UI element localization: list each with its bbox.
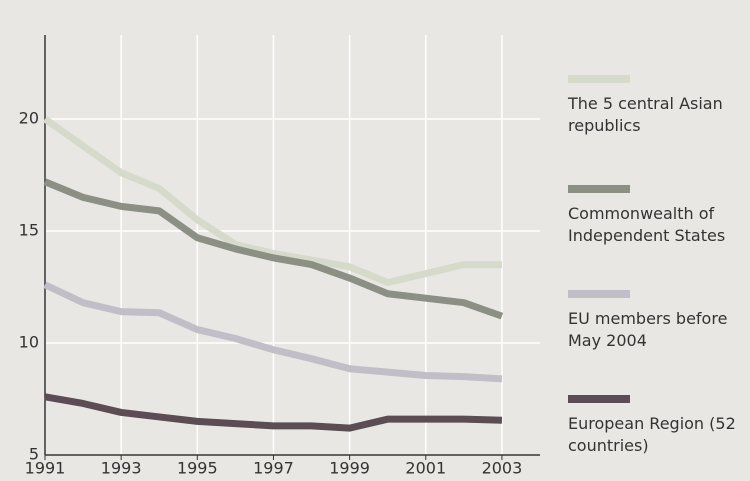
- legend-item: The 5 central Asian republics: [568, 75, 748, 137]
- series-line: [42, 116, 502, 287]
- legend-swatch: [568, 185, 630, 193]
- legend-item: Commonwealth of Independent States: [568, 185, 748, 247]
- x-tick-label: 1991: [25, 459, 66, 478]
- legend-label: Commonwealth of Independent States: [568, 204, 726, 245]
- x-tick-label: 2003: [482, 459, 523, 478]
- x-tick-label: 1999: [329, 459, 370, 478]
- series-line: [44, 393, 503, 432]
- series-line: [43, 281, 503, 383]
- x-tick-label: 1995: [177, 459, 218, 478]
- legend-item: European Region (52 countries): [568, 395, 748, 457]
- y-tick-label: 5: [29, 445, 39, 464]
- y-tick-label: 20: [19, 109, 39, 128]
- x-tick-label: 1997: [253, 459, 294, 478]
- x-tick-label: 1993: [101, 459, 142, 478]
- legend-item: EU members before May 2004: [568, 290, 748, 352]
- x-tick-label: 2001: [405, 459, 446, 478]
- legend-label: European Region (52 countries): [568, 414, 736, 455]
- legend-swatch: [568, 290, 630, 298]
- y-tick-label: 15: [19, 221, 39, 240]
- series-line: [43, 178, 504, 320]
- legend-label: The 5 central Asian republics: [568, 94, 723, 135]
- y-tick-label: 10: [19, 333, 39, 352]
- legend-swatch: [568, 395, 630, 403]
- legend-swatch: [568, 75, 630, 83]
- legend-label: EU members before May 2004: [568, 309, 728, 350]
